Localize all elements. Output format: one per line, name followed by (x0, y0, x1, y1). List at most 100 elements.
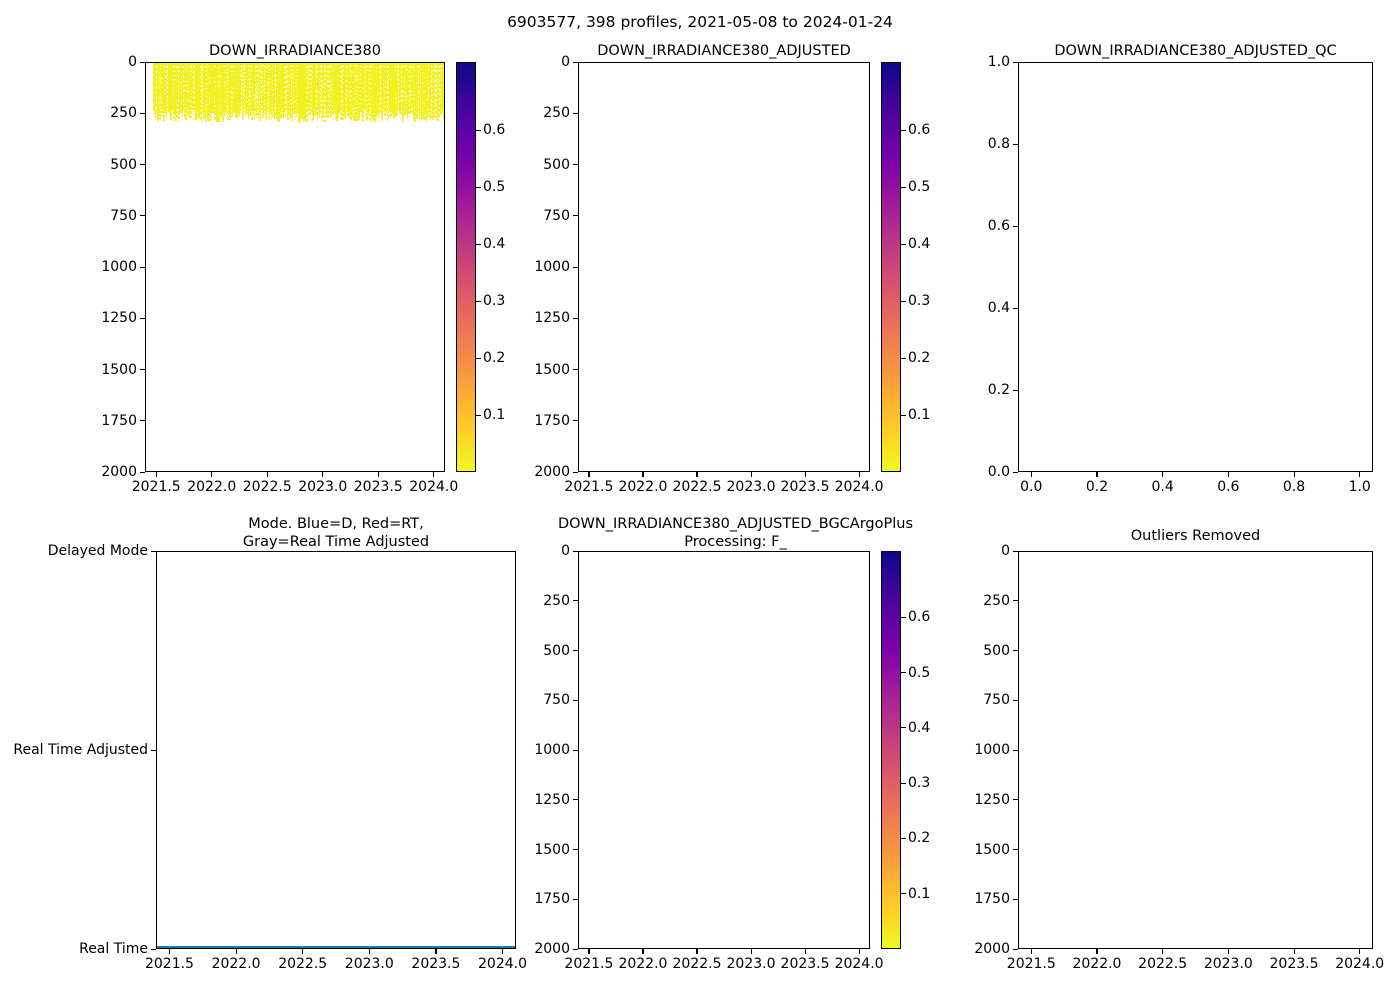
profile-trace (350, 63, 353, 121)
panel2-ytick-mark-7 (573, 420, 578, 422)
colorbar5-tick-mark-1 (901, 837, 906, 839)
profile-trace (173, 63, 175, 122)
panel5-ytick-label-1: 250 (543, 592, 570, 609)
profile-trace (215, 63, 217, 114)
panel4-ytick-label-2: Real Time (79, 941, 148, 957)
profile-trace (289, 63, 291, 118)
panel5-ytick-label-7: 1750 (534, 891, 570, 908)
profile-trace (299, 63, 301, 121)
panel2-ytick-label-1: 250 (543, 105, 570, 122)
profile-trace (333, 63, 335, 112)
panel3-xtick-label-4: 0.8 (1282, 479, 1306, 495)
profile-trace (308, 63, 310, 112)
panel2-xtick-mark-1 (642, 472, 644, 477)
profile-trace (165, 63, 167, 117)
profile-trace (311, 63, 314, 114)
profile-trace (352, 63, 354, 111)
panel3-ytick-label-1: 0.8 (987, 136, 1010, 152)
colorbar2-tick-mark-3 (901, 243, 906, 245)
panel4-xtick-mark-4 (435, 949, 437, 954)
profile-trace (177, 63, 179, 121)
panel1-ytick-label-1: 250 (110, 105, 137, 122)
profile-trace (270, 63, 273, 121)
panel6-ytick-mark-4 (1013, 749, 1018, 751)
profile-trace (239, 63, 241, 113)
profile-trace (320, 63, 323, 123)
profile-trace (430, 63, 432, 121)
panel6-xtick-mark-0 (1030, 949, 1032, 954)
colorbar2-tick-mark-4 (901, 186, 906, 188)
profile-trace (402, 63, 405, 123)
profile-trace (443, 63, 444, 118)
panel4-xtick-mark-1 (235, 949, 237, 954)
profile-trace (434, 63, 436, 114)
profile-trace (237, 63, 239, 117)
panel1-xtick-mark-0 (155, 472, 157, 477)
profile-trace (247, 63, 250, 118)
panel2-ytick-mark-5 (573, 317, 578, 319)
profile-trace (169, 63, 171, 114)
profile-trace (196, 63, 198, 119)
profile-trace (378, 63, 380, 119)
profile-trace (400, 63, 403, 116)
profile-trace (220, 63, 222, 119)
panel6-ytick-mark-1 (1013, 600, 1018, 602)
panel3-ytick-mark-2 (1013, 225, 1018, 227)
plot-area-5[interactable] (578, 551, 870, 949)
profile-trace (191, 63, 194, 111)
plot-area-4[interactable] (156, 551, 516, 949)
profile-trace (294, 63, 297, 121)
profile-trace (236, 63, 238, 118)
profile-trace (303, 63, 305, 123)
panel6-ytick-mark-0 (1013, 550, 1018, 552)
colorbar5-tick-mark-2 (901, 782, 906, 784)
panel1-xtick-label-3: 2023.0 (298, 479, 348, 495)
profile-trace (261, 63, 263, 112)
profile-trace (162, 63, 164, 110)
profile-trace (387, 63, 390, 120)
profile-trace (244, 63, 246, 112)
profile-trace (338, 63, 340, 114)
profile-trace (204, 63, 207, 123)
profile-trace (332, 63, 334, 114)
profile-trace (185, 63, 188, 110)
profile-trace (337, 63, 340, 116)
profile-trace (436, 63, 439, 122)
plot-area-1[interactable] (145, 62, 445, 472)
panel2-ytick-label-8: 2000 (534, 464, 570, 480)
plot-area-2[interactable] (578, 62, 870, 472)
profile-trace (264, 63, 266, 122)
panel6-xtick-label-0: 2021.5 (1006, 956, 1056, 972)
profile-trace (274, 63, 276, 118)
panel2-xtick-mark-0 (588, 472, 590, 477)
profile-trace (417, 63, 420, 112)
profile-trace (160, 63, 162, 123)
plot-area-6[interactable] (1018, 551, 1373, 949)
profile-trace (408, 63, 411, 117)
panel5-ytick-mark-8 (573, 948, 578, 950)
profile-trace (212, 63, 215, 113)
colorbar2-tick-label-1: 0.2 (908, 350, 931, 367)
panel4-xtick-label-3: 2023.0 (344, 956, 394, 972)
panel2-ytick-mark-2 (573, 164, 578, 166)
panel4-xtick-label-2: 2022.5 (278, 956, 328, 972)
panel5-ytick-mark-0 (573, 550, 578, 552)
profile-trace (335, 63, 337, 115)
panel1-xtick-mark-3 (322, 472, 324, 477)
plot-area-3[interactable] (1018, 62, 1373, 472)
profile-trace (226, 63, 229, 120)
profile-trace (408, 63, 410, 113)
colorbar1-tick-label-1: 0.2 (483, 350, 506, 367)
profile-trace (380, 63, 383, 116)
panel2-xtick-mark-3 (750, 472, 752, 477)
colorbar5-tick-mark-5 (901, 616, 906, 618)
panel2-ytick-label-4: 1000 (534, 259, 570, 275)
panel2-ytick-label-2: 500 (543, 156, 570, 173)
panel1-ytick-mark-7 (140, 420, 145, 422)
panel2-ytick-mark-6 (573, 369, 578, 371)
panel1-ytick-label-2: 500 (110, 156, 137, 173)
profile-trace (443, 63, 444, 116)
profile-trace (193, 63, 196, 113)
colorbar2-tick-mark-0 (901, 414, 906, 416)
panel4-xtick-label-1: 2022.0 (211, 956, 261, 972)
